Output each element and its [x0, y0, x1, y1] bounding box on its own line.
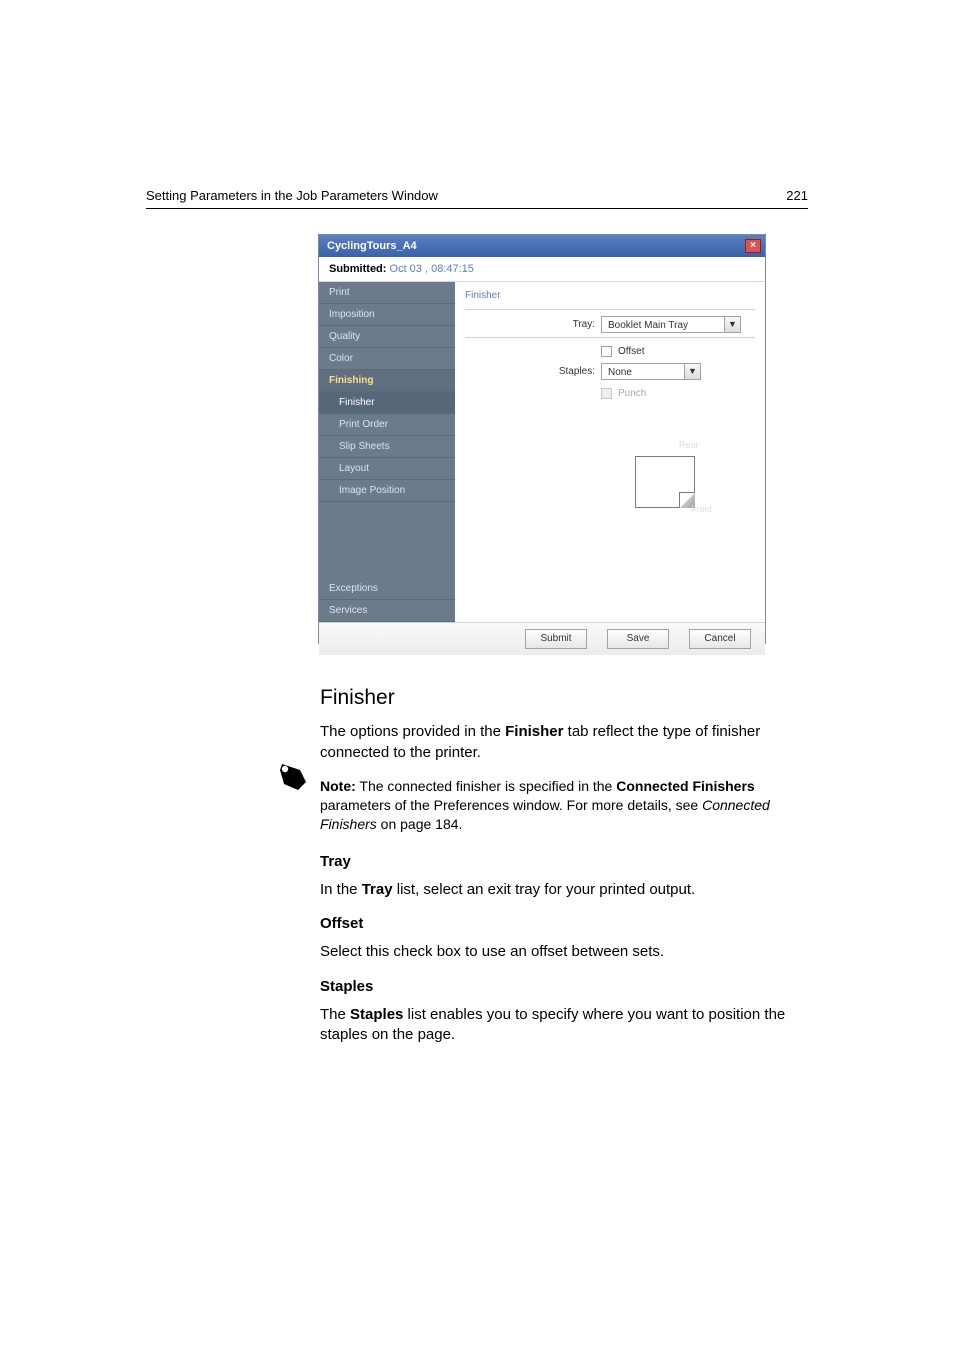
sidebar-item-slip-sheets[interactable]: Slip Sheets — [319, 436, 455, 458]
section-heading-finisher: Finisher — [320, 684, 804, 712]
offset-paragraph: Select this check box to use an offset b… — [320, 942, 804, 962]
staples-paragraph: The Staples list enables you to specify … — [320, 1005, 804, 1046]
sidebar-item-print[interactable]: Print — [319, 282, 455, 304]
paper-shape-icon — [635, 456, 695, 508]
tray-bold: Tray — [362, 881, 393, 898]
sidebar-item-color[interactable]: Color — [319, 348, 455, 370]
staples-bold: Staples — [350, 1006, 403, 1023]
sidebar-item-exceptions[interactable]: Exceptions — [319, 578, 455, 600]
subheading-tray: Tray — [320, 852, 804, 872]
preview-label-front: Front — [691, 504, 712, 514]
note-icon — [276, 760, 310, 794]
content-divider-1 — [465, 309, 755, 310]
staples-select[interactable]: None ▼ — [601, 363, 701, 380]
dialog-sidebar: Print Imposition Quality Color Finishing… — [319, 282, 455, 622]
tray-select-value: Booklet Main Tray — [602, 317, 724, 332]
chevron-down-icon[interactable]: ▼ — [684, 364, 700, 379]
header-divider — [146, 208, 808, 209]
document-body: Finisher The options provided in the Fin… — [320, 684, 804, 1059]
subheading-offset: Offset — [320, 914, 804, 934]
sidebar-item-print-order[interactable]: Print Order — [319, 414, 455, 436]
submitted-row: Submitted: Oct 03 , 08:47:15 — [319, 257, 765, 282]
note-bold2: Connected Finishers — [616, 778, 754, 794]
page-header-left: Setting Parameters in the Job Parameters… — [146, 188, 438, 203]
punch-checkbox-label: Punch — [618, 388, 646, 399]
offset-checkbox-label: Offset — [618, 346, 645, 357]
job-parameters-dialog: CyclingTours_A4 × Submitted: Oct 03 , 08… — [318, 234, 766, 644]
sidebar-item-services[interactable]: Services — [319, 600, 455, 622]
close-button[interactable]: × — [745, 239, 761, 253]
tray-label: Tray: — [555, 319, 595, 330]
sidebar-item-finishing[interactable]: Finishing — [319, 370, 455, 392]
dialog-buttons: Submit Save Cancel — [319, 622, 765, 655]
tray-paragraph: In the Tray list, select an exit tray fo… — [320, 880, 804, 900]
sidebar-item-quality[interactable]: Quality — [319, 326, 455, 348]
staples-select-value: None — [602, 364, 684, 379]
sidebar-item-layout[interactable]: Layout — [319, 458, 455, 480]
intro-text-1: The options provided in the — [320, 723, 505, 740]
sidebar-item-imposition[interactable]: Imposition — [319, 304, 455, 326]
sidebar-item-image-position[interactable]: Image Position — [319, 480, 455, 502]
chevron-down-icon[interactable]: ▼ — [724, 317, 740, 332]
content-section-title: Finisher — [465, 290, 755, 301]
dialog-title: CyclingTours_A4 — [327, 240, 417, 252]
tray-text-1: In the — [320, 881, 362, 898]
submit-button[interactable]: Submit — [525, 629, 587, 649]
subheading-staples: Staples — [320, 977, 804, 997]
page-number: 221 — [786, 188, 808, 203]
note-text-2: parameters of the Preferences window. Fo… — [320, 797, 702, 813]
dialog-titlebar: CyclingTours_A4 × — [319, 235, 765, 257]
dialog-content: Finisher Tray: Booklet Main Tray ▼ Offse… — [455, 282, 765, 622]
staples-text-1: The — [320, 1006, 350, 1023]
note-text-3: on page 184. — [377, 816, 463, 832]
tray-text-2: list, select an exit tray for your print… — [393, 881, 696, 898]
intro-bold: Finisher — [505, 723, 563, 740]
submitted-label: Submitted: — [329, 263, 386, 275]
content-divider-2 — [465, 337, 755, 338]
intro-paragraph: The options provided in the Finisher tab… — [320, 722, 804, 763]
note-text-1: The connected finisher is specified in t… — [356, 778, 616, 794]
tray-select[interactable]: Booklet Main Tray ▼ — [601, 316, 741, 333]
note-bold: Note: — [320, 778, 356, 794]
paper-preview: Rear Front — [625, 442, 725, 522]
note-paragraph: Note: The connected finisher is specifie… — [320, 777, 804, 834]
cancel-button[interactable]: Cancel — [689, 629, 751, 649]
submitted-timestamp: Oct 03 , 08:47:15 — [390, 263, 474, 275]
staples-label: Staples: — [555, 366, 595, 377]
preview-label-rear: Rear — [679, 440, 699, 450]
save-button[interactable]: Save — [607, 629, 669, 649]
sidebar-item-finisher[interactable]: Finisher — [319, 392, 455, 414]
offset-checkbox[interactable] — [601, 346, 612, 357]
punch-checkbox — [601, 388, 612, 399]
